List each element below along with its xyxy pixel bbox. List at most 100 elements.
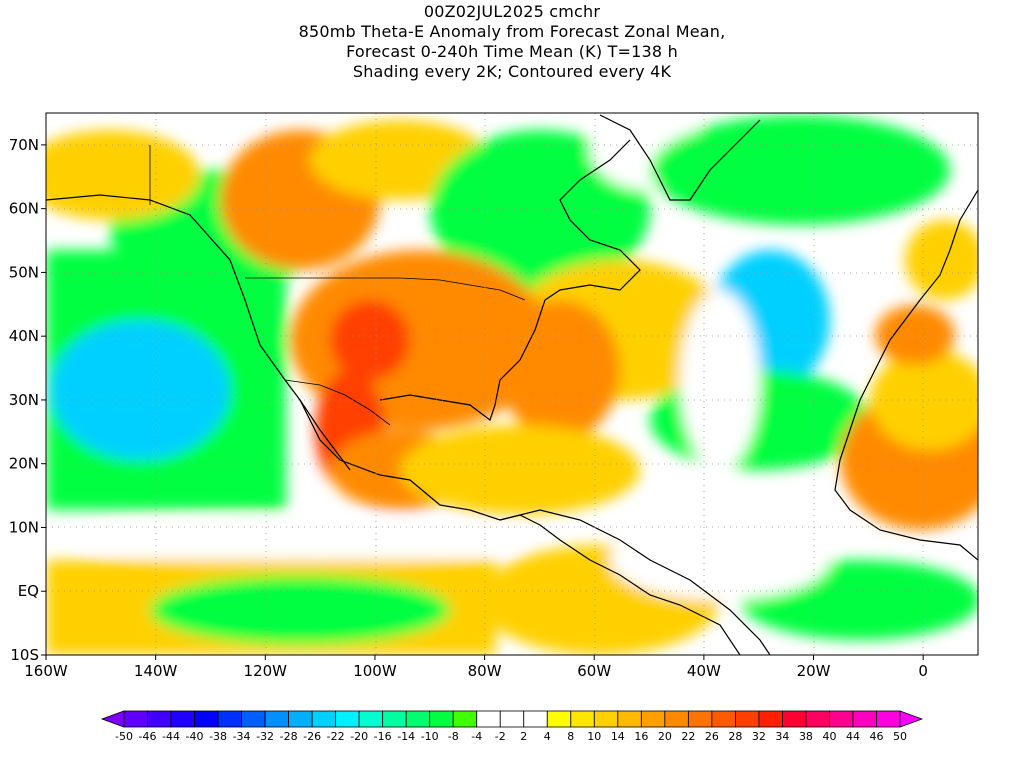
colorbar-swatch xyxy=(617,710,642,728)
colorbar-max-arrow xyxy=(899,710,924,728)
colorbar-swatch xyxy=(523,710,548,728)
lat-tick-label: 50N xyxy=(9,263,39,281)
east-canada-coast xyxy=(544,139,641,301)
colorbar-label: -50 xyxy=(115,730,133,743)
caribbean-mild xyxy=(400,425,640,515)
colorbar-label: -28 xyxy=(280,730,298,743)
colorbar-swatch xyxy=(217,710,242,728)
colorbar-swatch xyxy=(358,710,384,728)
colorbar-label: 28 xyxy=(728,730,742,743)
colorbar-label: 44 xyxy=(846,730,860,743)
colorbar-swatch xyxy=(782,710,807,728)
pacific-cold-core xyxy=(50,320,230,460)
colorbar-swatch xyxy=(288,710,313,728)
colorbar-label: 32 xyxy=(752,730,766,743)
lon-tick-label: 120W xyxy=(244,662,288,680)
colorbar-label: -26 xyxy=(303,730,321,743)
colorbar-label: -34 xyxy=(233,730,251,743)
colorbar-swatch xyxy=(264,710,290,728)
equatorial-neutral xyxy=(80,520,520,560)
colorbar-label: -16 xyxy=(374,730,392,743)
colorbar-label: -46 xyxy=(139,730,157,743)
colorbar-swatch xyxy=(664,710,689,728)
colorbar-label: 8 xyxy=(567,730,574,743)
colorbar-swatch xyxy=(758,710,783,728)
lat-tick-label: EQ xyxy=(18,582,39,600)
colorbar-label: -4 xyxy=(471,730,482,743)
colorbar-swatch xyxy=(405,710,431,728)
lat-tick-label: 20N xyxy=(9,455,39,473)
colorbar-label: 22 xyxy=(681,730,695,743)
colorbar-label: 38 xyxy=(799,730,813,743)
colorbar-label: -38 xyxy=(209,730,227,743)
colorbar-min-arrow xyxy=(100,710,125,728)
colorbar-swatch xyxy=(570,710,595,728)
lon-tick-label: 140W xyxy=(134,662,178,680)
colorbar-swatch xyxy=(123,710,148,728)
west-europe-coast xyxy=(834,189,978,561)
lon-tick-label: 40W xyxy=(687,662,721,680)
north-atlantic-cool xyxy=(650,115,950,225)
lon-tick-label: 160W xyxy=(24,662,68,680)
northwest-warm xyxy=(46,130,200,220)
lat-tick-label: 60N xyxy=(9,200,39,218)
colorbar-label: -8 xyxy=(448,730,459,743)
colorbar-swatch xyxy=(170,710,195,728)
gridlines xyxy=(46,113,978,655)
south-america-coast xyxy=(499,509,771,655)
colorbar-swatch xyxy=(499,710,525,728)
colorbar-swatch xyxy=(687,710,713,728)
colorbar-swatch xyxy=(452,710,478,728)
lon-tick-label: 60W xyxy=(577,662,611,680)
colorbar-label: -10 xyxy=(421,730,439,743)
colorbar-swatch xyxy=(734,710,760,728)
south-atlantic-neutral xyxy=(610,520,830,600)
colorbar-label: -14 xyxy=(397,730,415,743)
colorbar-swatch xyxy=(241,710,266,728)
east-pacific-cool xyxy=(150,575,450,645)
us-mexico-border xyxy=(284,379,391,426)
colorbar-swatch xyxy=(640,710,666,728)
lon-tick-label: 100W xyxy=(353,662,397,680)
colorbar-swatch xyxy=(335,710,360,728)
colorbar-label: -2 xyxy=(495,730,506,743)
us-canada-border xyxy=(245,277,526,301)
colorbar-label: 14 xyxy=(611,730,625,743)
africa-mild xyxy=(870,350,978,450)
lat-tick-label: 10S xyxy=(10,646,39,664)
title-line-3: Forecast 0-240h Time Mean (K) T=138 h xyxy=(346,42,678,61)
colorbar-label: 50 xyxy=(893,730,907,743)
colorbar-label: 34 xyxy=(775,730,789,743)
colorbar-label: 20 xyxy=(658,730,672,743)
title-line-4: Shading every 2K; Contoured every 4K xyxy=(352,62,672,81)
colorbar-label: 4 xyxy=(544,730,551,743)
europe-mild xyxy=(905,220,978,300)
baja-coast xyxy=(299,399,351,471)
colorbar-swatch xyxy=(429,710,454,728)
colorbar-swatch xyxy=(829,710,854,728)
greenland-coast xyxy=(599,114,761,201)
colorbar-swatch xyxy=(311,710,337,728)
colorbar-label: 26 xyxy=(705,730,719,743)
colorbar-label: -20 xyxy=(350,730,368,743)
title-line-2: 850mb Theta-E Anomaly from Forecast Zona… xyxy=(298,22,726,41)
colorbar-label: 46 xyxy=(869,730,883,743)
title-block: 00Z02JUL2025 cmchr 850mb Theta-E Anomaly… xyxy=(0,2,1024,82)
colorbar-label: -40 xyxy=(186,730,204,743)
colorbar-swatch xyxy=(593,710,619,728)
colorbar-swatch xyxy=(476,710,501,728)
atlantic-neutral-gyre xyxy=(680,290,760,470)
lon-tick-label: 20W xyxy=(797,662,831,680)
colorbar-swatch xyxy=(805,710,830,728)
longitude-axis: 160W 140W 120W 100W 80W 60W 40W 20W 0 xyxy=(24,655,928,680)
north-america-coast xyxy=(46,194,741,655)
map-frame xyxy=(45,112,979,656)
latitude-axis: 70N 60N 50N 40N 30N 20N 10N EQ 10S xyxy=(9,136,46,664)
colorbar-swatch xyxy=(852,710,877,728)
colorbar-swatch xyxy=(382,710,407,728)
lon-tick-label: 80W xyxy=(468,662,502,680)
colorbar-label: 40 xyxy=(822,730,836,743)
colorbar-label: -44 xyxy=(162,730,180,743)
iberia-warm xyxy=(875,305,955,365)
colorbar-swatch xyxy=(876,710,901,728)
